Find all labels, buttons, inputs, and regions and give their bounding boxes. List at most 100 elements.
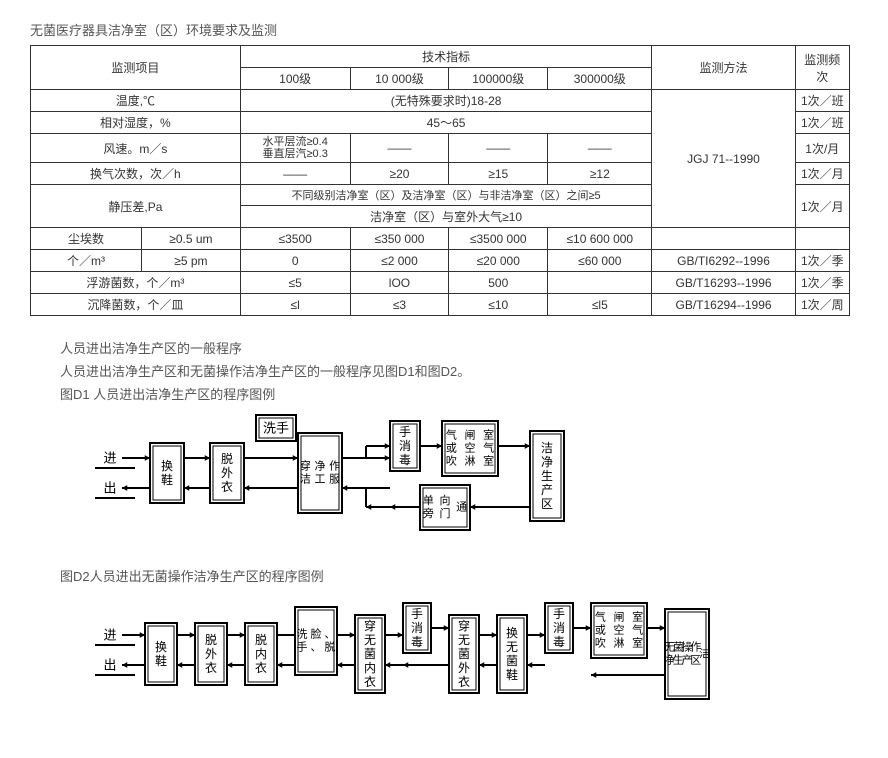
svg-text:消: 消: [399, 439, 411, 453]
svg-text:室: 室: [632, 636, 643, 650]
cell: ≤2 000: [350, 250, 449, 272]
cell: ——: [240, 163, 350, 185]
th-100000: 100000级: [449, 68, 548, 90]
cell: ≤l: [240, 294, 350, 316]
cell: 换气次数，次／h: [31, 163, 241, 185]
cell: (无特殊要求时)18-28: [240, 90, 652, 112]
cell: 1次/月: [795, 134, 849, 163]
svg-text:洁: 洁: [541, 441, 553, 455]
svg-text:无: 无: [458, 633, 470, 647]
svg-text:穿: 穿: [364, 618, 376, 633]
cell: ≤5: [240, 272, 350, 294]
svg-text:手: 手: [399, 425, 411, 439]
cell: [795, 228, 849, 250]
svg-text:出: 出: [103, 658, 116, 673]
svg-text:门: 门: [440, 506, 451, 520]
env-table: 监测项目 技术指标 监测方法 监测频次 100级 10 000级 100000级…: [30, 45, 850, 316]
svg-text:无: 无: [364, 633, 376, 647]
svg-text:室: 室: [483, 428, 494, 442]
svg-text:吹: 吹: [595, 637, 606, 650]
cell: ≤20 000: [449, 250, 548, 272]
th-freq: 监测频次: [795, 46, 849, 90]
svg-text:气: 气: [632, 623, 643, 637]
svg-text:外: 外: [458, 661, 470, 675]
section-para: 人员进出洁净生产区和无菌操作洁净生产区的一般程序见图D1和图D2。: [60, 361, 858, 380]
svg-text:换: 换: [161, 459, 173, 473]
svg-text:内: 内: [255, 647, 267, 661]
cell: 尘埃数: [31, 228, 142, 250]
svg-text:室: 室: [483, 454, 494, 468]
cell: 静压差,Pa: [31, 185, 241, 228]
svg-text:区: 区: [541, 497, 553, 511]
fig1-caption: 图D1 人员进出洁净生产区的程序图例: [60, 384, 858, 403]
fig2-caption: 图D2人员进出无菌操作洁净生产区的程序图例: [60, 566, 858, 585]
svg-text:洗: 洗: [297, 628, 308, 641]
section-heading: 人员进出洁净生产区的一般程序: [60, 338, 858, 357]
svg-text:淋: 淋: [465, 455, 476, 468]
svg-text:脱: 脱: [221, 451, 233, 466]
cell: [548, 272, 652, 294]
svg-text:手: 手: [411, 607, 423, 621]
th-10000: 10 000级: [350, 68, 449, 90]
diagram-d2: 进出换鞋脱外衣脱内衣洗手脸、、脱穿无菌内衣手消毒穿无菌外衣换无菌鞋手消毒气或吹闸…: [90, 595, 858, 718]
cell: 1次／月: [795, 185, 849, 228]
cell: ≤l5: [548, 294, 652, 316]
th-tech: 技术指标: [240, 46, 652, 68]
svg-text:净: 净: [315, 459, 326, 473]
cell: 风速。m／s: [31, 134, 241, 163]
svg-text:、: 、: [325, 629, 336, 641]
svg-text:菌: 菌: [506, 654, 518, 668]
svg-text:洁: 洁: [300, 473, 311, 486]
cell: ≤3: [350, 294, 449, 316]
svg-text:菌: 菌: [458, 647, 470, 661]
svg-text:换: 换: [506, 626, 518, 640]
svg-text:或: 或: [446, 442, 457, 455]
svg-text:衣: 衣: [221, 479, 233, 494]
svg-text:净: 净: [541, 455, 553, 469]
cell: 浮游菌数，个／m³: [31, 272, 241, 294]
svg-text:旁: 旁: [423, 506, 434, 520]
svg-text:手: 手: [553, 607, 565, 621]
svg-text:工: 工: [315, 474, 326, 486]
cell: 1次／月: [795, 163, 849, 185]
svg-text:进: 进: [103, 628, 116, 643]
svg-text:穿: 穿: [458, 618, 470, 633]
cell: ≥20: [350, 163, 449, 185]
cell: GB/T16293--1996: [652, 272, 795, 294]
svg-text:出: 出: [103, 481, 116, 496]
svg-text:或: 或: [595, 624, 606, 637]
svg-text:毒: 毒: [553, 635, 565, 649]
svg-text:换: 换: [155, 640, 167, 654]
cell: GB/T16294--1996: [652, 294, 795, 316]
cell: lOO: [350, 272, 449, 294]
svg-text:鞋: 鞋: [161, 472, 173, 487]
cell: 1次／季: [795, 250, 849, 272]
svg-text:衣: 衣: [364, 674, 376, 689]
svg-text:菌: 菌: [364, 647, 376, 661]
cell: 温度,℃: [31, 90, 241, 112]
cell: ≤10 600 000: [548, 228, 652, 250]
cell: ——: [350, 134, 449, 163]
cell: 相对湿度，%: [31, 112, 241, 134]
svg-text:洗手: 洗手: [263, 421, 289, 436]
svg-text:进: 进: [103, 451, 116, 466]
cell: 个／m³: [31, 250, 142, 272]
svg-text:空: 空: [614, 623, 625, 637]
cell: ≤350 000: [350, 228, 449, 250]
svg-text:、: 、: [311, 642, 322, 654]
diagram-d1: 进出换鞋脱外衣洗手穿洁净工作服手消毒气或吹闸空淋室气室单旁向门通洁净生产区: [90, 413, 858, 546]
svg-text:气: 气: [483, 441, 494, 455]
cell: ≥0.5 um: [142, 228, 241, 250]
cell: [652, 228, 795, 250]
svg-text:鞋: 鞋: [506, 667, 518, 682]
svg-text:单: 单: [423, 494, 434, 507]
cell: 洁净室（区）与室外大气≥10: [240, 206, 652, 228]
svg-text:衣: 衣: [255, 660, 267, 675]
svg-text:毒: 毒: [399, 453, 411, 467]
th-100: 100级: [240, 68, 350, 90]
cell: ——: [548, 134, 652, 163]
cell: ≥12: [548, 163, 652, 185]
svg-text:作: 作: [329, 460, 340, 473]
svg-text:衣: 衣: [458, 674, 470, 689]
svg-text:毒: 毒: [411, 635, 423, 649]
